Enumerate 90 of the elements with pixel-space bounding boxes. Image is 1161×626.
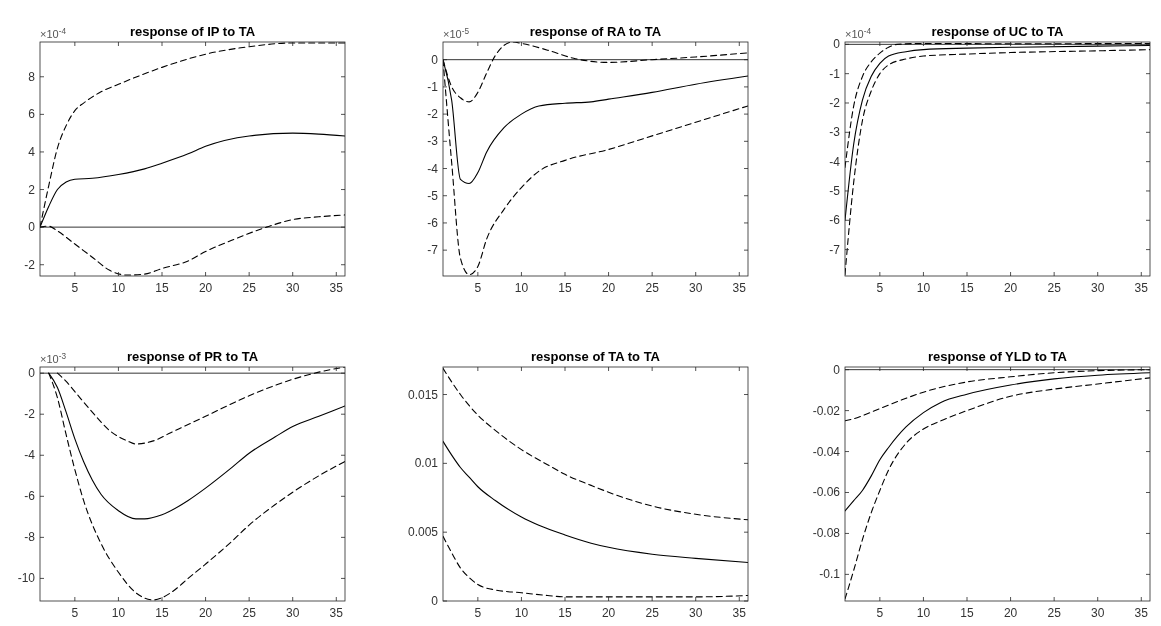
x-tick-label: 20 [601,281,616,295]
x-tick-label: 30 [1091,281,1105,295]
x-tick-label: 10 [514,281,529,295]
y-tick-label: -1 [427,79,439,94]
y-tick-label: 2 [28,182,36,197]
x-tick-label: 30 [689,281,703,295]
y-tick-label: -4 [427,161,439,176]
chart-title: response of RA to TA [529,24,662,39]
x-tick-label: 15 [155,281,169,295]
x-tick-label: 25 [1047,281,1062,295]
y-tick-label: -0.02 [812,403,841,418]
y-tick-label: 0 [431,52,439,67]
y-tick-label: -7 [829,242,841,257]
text: ×10$^{-4}$ [845,26,872,40]
y-tick-label: -4 [24,448,36,463]
x-tick-label: 35 [329,606,344,620]
x-tick-label: 25 [242,606,257,620]
x-tick-label: 25 [645,606,660,620]
x-tick-label: 35 [329,281,344,295]
chart-title: response of YLD to TA [928,349,1068,364]
x-tick-label: 25 [1047,606,1062,620]
y-tick-label: -2 [427,107,439,122]
x-tick-label: 10 [111,281,126,295]
y-tick-label: -1 [829,66,841,81]
y-tick-label: -2 [24,257,36,272]
y-tick-label: -6 [427,215,439,230]
text: ×10$^{-3}$ [40,351,67,365]
y-tick-label: 0.01 [414,456,439,471]
y-tick-label: -0.06 [812,485,841,500]
x-tick-label: 10 [916,606,931,620]
chart-title: response of PR to TA [126,349,259,364]
y-tick-label: -3 [427,134,439,149]
y-tick-label: -3 [829,125,841,140]
x-tick-label: 10 [514,606,529,620]
y-tick-label: 0 [28,366,36,381]
y-tick-label: 6 [28,107,36,122]
x-tick-label: 15 [155,606,169,620]
y-tick-label: -0.1 [819,567,841,582]
y-tick-label: -7 [427,243,439,258]
x-tick-label: 35 [732,281,747,295]
chart-title: response of TA to TA [530,349,661,364]
y-tick-label: 0.015 [407,387,439,402]
y-tick-label: 0 [833,362,841,377]
y-tick-label: -4 [829,154,841,169]
y-tick-label: -0.08 [812,526,841,541]
x-tick-label: 20 [198,281,213,295]
y-tick-label: 0 [28,220,36,235]
x-tick-label: 35 [1134,281,1149,295]
x-tick-label: 5 [876,606,884,620]
x-tick-label: 15 [960,281,974,295]
y-tick-label: -5 [427,188,439,203]
y-tick-label: -2 [829,95,841,110]
chart-title: response of UC to TA [931,24,1065,39]
x-tick-label: 15 [960,606,974,620]
x-tick-label: 20 [198,606,213,620]
y-tick-label: -2 [24,407,36,422]
y-tick-label: 8 [28,69,36,84]
x-tick-label: 20 [1003,281,1018,295]
x-tick-label: 25 [645,281,660,295]
x-tick-label: 30 [689,606,703,620]
x-tick-label: 5 [71,281,79,295]
chart-title: response of IP to TA [129,24,256,39]
x-tick-label: 30 [286,281,300,295]
y-tick-label: -6 [24,489,36,504]
y-tick-label: -6 [829,213,841,228]
x-tick-label: 30 [286,606,300,620]
x-tick-label: 35 [1134,606,1149,620]
x-tick-label: 5 [474,281,482,295]
x-tick-label: 5 [71,606,79,620]
y-tick-label: -8 [24,530,36,545]
x-tick-label: 10 [916,281,931,295]
y-tick-label: 0 [431,594,439,608]
text: ×10$^{-4}$ [40,26,67,40]
x-tick-label: 5 [876,281,884,295]
x-tick-label: 10 [111,606,126,620]
x-tick-label: 30 [1091,606,1105,620]
x-tick-label: 15 [558,281,572,295]
y-tick-label: -10 [17,571,36,586]
x-tick-label: 35 [732,606,747,620]
y-tick-label: 4 [28,144,36,159]
x-tick-label: 15 [558,606,572,620]
text: ×10$^{-5}$ [443,26,470,40]
x-tick-label: 20 [601,606,616,620]
y-tick-label: -0.04 [812,444,841,459]
y-tick-label: -5 [829,183,841,198]
x-tick-label: 20 [1003,606,1018,620]
x-tick-label: 5 [474,606,482,620]
x-tick-label: 25 [242,281,257,295]
y-tick-label: 0 [833,37,841,52]
y-tick-label: 0.005 [407,525,439,540]
